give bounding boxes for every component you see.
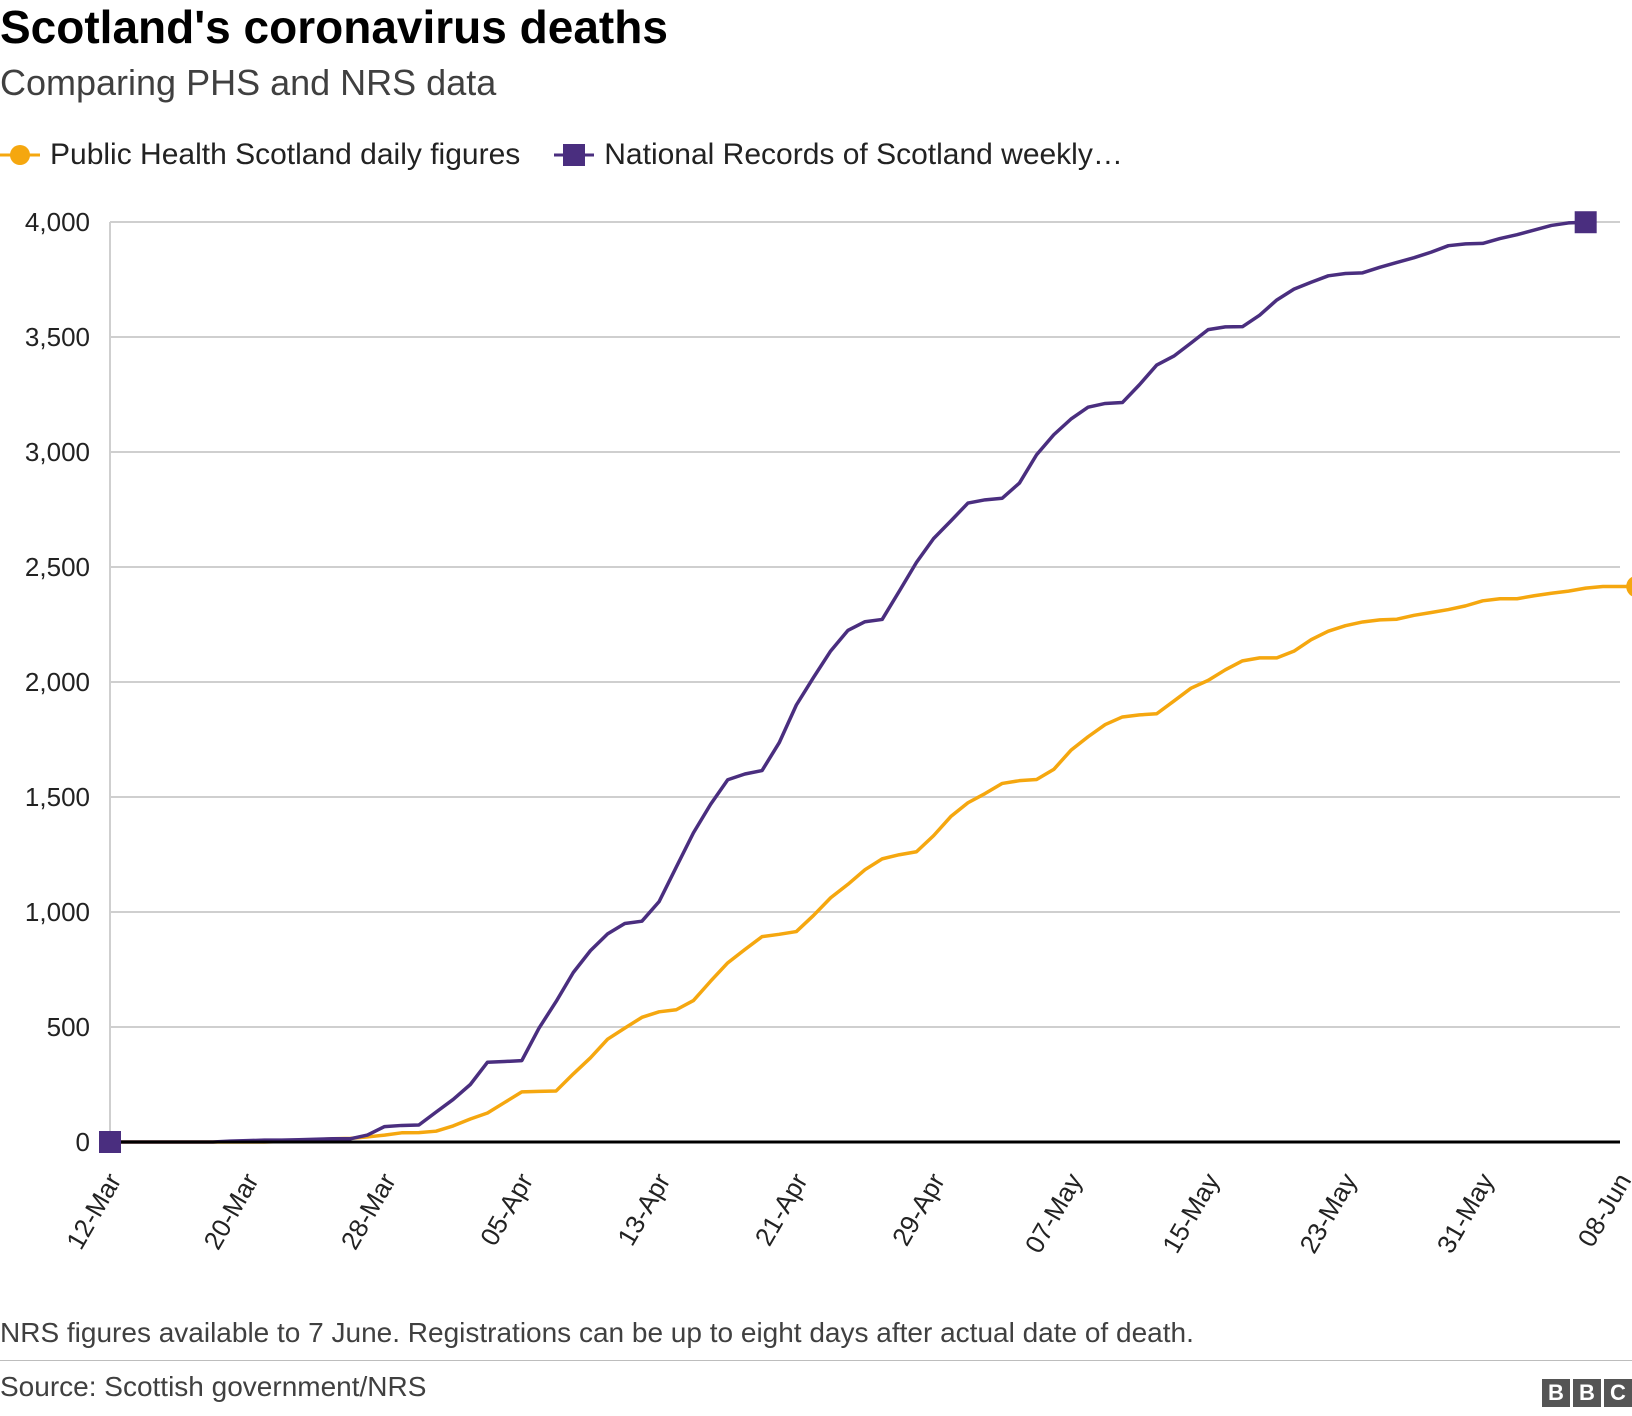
x-tick-label: 28-Mar [335, 1168, 402, 1255]
legend-label-phs: Public Health Scotland daily figures [50, 138, 521, 171]
x-tick-label: 29-Apr [886, 1168, 951, 1251]
x-tick-label: 05-Apr [474, 1168, 539, 1251]
footer-divider [0, 1360, 1632, 1361]
bbc-logo: B B C [1539, 1379, 1632, 1407]
legend-item-phs: Public Health Scotland daily figures [0, 138, 520, 172]
chart-subtitle: Comparing PHS and NRS data [0, 62, 497, 103]
x-tick-label: 12-Mar [60, 1168, 127, 1255]
line-chart: 0 500 1,000 1,500 2,000 2,500 3,000 3,500 4,000 1… [25, 207, 1632, 1258]
y-tick-label: 3,500 [25, 322, 90, 352]
y-tick-label: 500 [47, 1012, 90, 1042]
x-tick-label: 13-Apr [611, 1168, 676, 1251]
y-tick-label: 0 [76, 1127, 90, 1157]
x-tick-label: 07-May [1019, 1168, 1088, 1258]
bbc-logo-letter: B [1573, 1379, 1601, 1407]
legend-item-nrs: National Records of Scotland weekly… [554, 138, 1123, 172]
chart-note: NRS figures available to 7 June. Registr… [0, 1317, 1194, 1348]
chart-title: Scotland's coronavirus deaths [0, 1, 668, 53]
y-tick-label: 1,500 [25, 782, 90, 812]
bbc-logo-letter: C [1604, 1379, 1632, 1407]
y-tick-label: 1,000 [25, 897, 90, 927]
legend-phs-circle-icon [0, 145, 40, 165]
legend-nrs-square-icon [554, 144, 595, 166]
x-tick-label: 08-Jun [1571, 1168, 1632, 1252]
series-start-marker-nrs [99, 1131, 121, 1153]
chart-source: Source: Scottish government/NRS [0, 1371, 427, 1402]
x-tick-label: 15-May [1156, 1168, 1225, 1258]
series-end-marker-phs [1626, 576, 1632, 597]
y-tick-label: 2,500 [25, 552, 90, 582]
y-tick-label: 4,000 [25, 207, 90, 237]
series-end-marker-nrs [1574, 211, 1597, 234]
x-tick-label: 20-Mar [197, 1168, 264, 1255]
series-line-nrs [110, 220, 1586, 1144]
y-tick-label: 2,000 [25, 667, 90, 697]
x-tick-label: 21-Apr [749, 1168, 814, 1251]
x-tick-label: 23-May [1293, 1168, 1362, 1258]
series-line-phs [110, 584, 1632, 1144]
legend-label-nrs: National Records of Scotland weekly… [604, 138, 1123, 171]
y-tick-label: 3,000 [25, 437, 90, 467]
bbc-logo-letter: B [1542, 1379, 1570, 1407]
x-tick-label: 31-May [1431, 1168, 1500, 1258]
legend: Public Health Scotland daily figures Nat… [0, 135, 1157, 175]
